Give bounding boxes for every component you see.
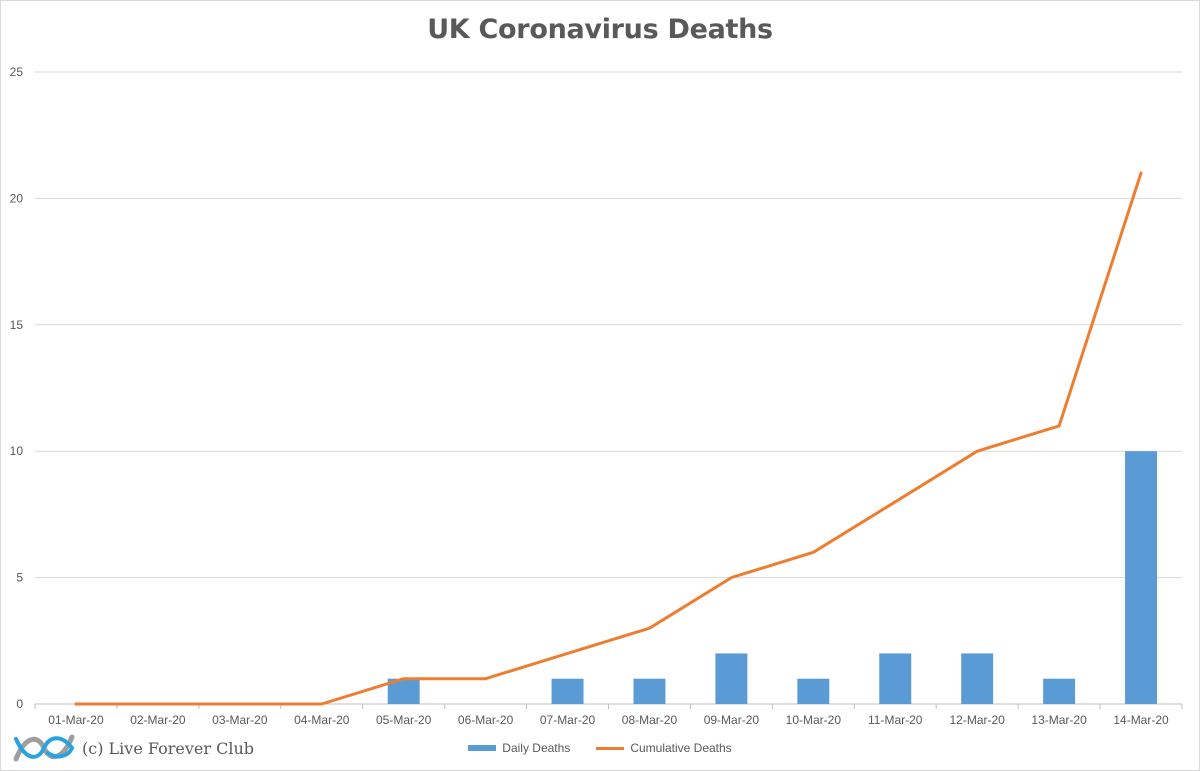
y-tick-label: 10 (10, 444, 24, 458)
infinity-logo-icon (13, 734, 75, 762)
bar-daily-deaths (715, 653, 748, 704)
x-tick-label: 03-Mar-20 (212, 713, 268, 727)
x-tick-label: 04-Mar-20 (294, 713, 350, 727)
legend-swatch-bar (468, 745, 497, 751)
bar-daily-deaths (633, 678, 666, 704)
watermark-text: (c) Live Forever Club (82, 738, 254, 758)
x-tick-label: 07-Mar-20 (540, 713, 596, 727)
gridlines (34, 71, 1183, 709)
x-tick-label: 11-Mar-20 (868, 713, 923, 727)
legend-label-cumulative-deaths: Cumulative Deaths (630, 741, 732, 755)
watermark: (c) Live Forever Club (12, 733, 254, 763)
x-tick-label: 08-Mar-20 (622, 713, 678, 727)
x-tick-label: 09-Mar-20 (704, 713, 760, 727)
y-axis-ticks: 0 5 10 15 20 25 (10, 65, 24, 711)
x-axis-ticks: 01-Mar-20 02-Mar-20 03-Mar-20 04-Mar-20 05-M… (48, 713, 1169, 727)
bar-daily-deaths (1125, 451, 1158, 704)
x-tick-label: 12-Mar-20 (949, 713, 1005, 727)
bar-daily-deaths (1043, 678, 1076, 704)
y-tick-label: 15 (10, 318, 24, 332)
x-tick-label: 06-Mar-20 (458, 713, 514, 727)
y-tick-label: 20 (10, 191, 24, 205)
bar-daily-deaths (961, 653, 994, 704)
chart-title: UK Coronavirus Deaths (427, 14, 773, 45)
y-tick-label: 0 (16, 697, 23, 711)
bar-daily-deaths (879, 653, 912, 704)
y-tick-label: 25 (10, 65, 24, 79)
daily-deaths-bars (387, 451, 1158, 704)
legend: Daily Deaths Cumulative Deaths (0, 741, 1200, 755)
x-tick-label: 10-Mar-20 (786, 713, 842, 727)
bar-daily-deaths (551, 678, 584, 704)
x-tick-label: 02-Mar-20 (130, 713, 186, 727)
x-tick-label: 01-Mar-20 (48, 713, 104, 727)
line-cumulative-deaths (74, 171, 1143, 706)
legend-item-cumulative-deaths: Cumulative Deaths (596, 741, 732, 755)
legend-item-daily-deaths: Daily Deaths (468, 741, 570, 755)
bar-daily-deaths (797, 678, 830, 704)
cumulative-deaths-line (74, 171, 1143, 706)
x-tick-label: 13-Mar-20 (1031, 713, 1087, 727)
y-tick-label: 5 (16, 571, 23, 585)
x-tick-label: 14-Mar-20 (1113, 713, 1169, 727)
legend-swatch-line (596, 746, 625, 750)
legend-label-daily-deaths: Daily Deaths (502, 741, 571, 755)
x-tick-label: 05-Mar-20 (376, 713, 432, 727)
